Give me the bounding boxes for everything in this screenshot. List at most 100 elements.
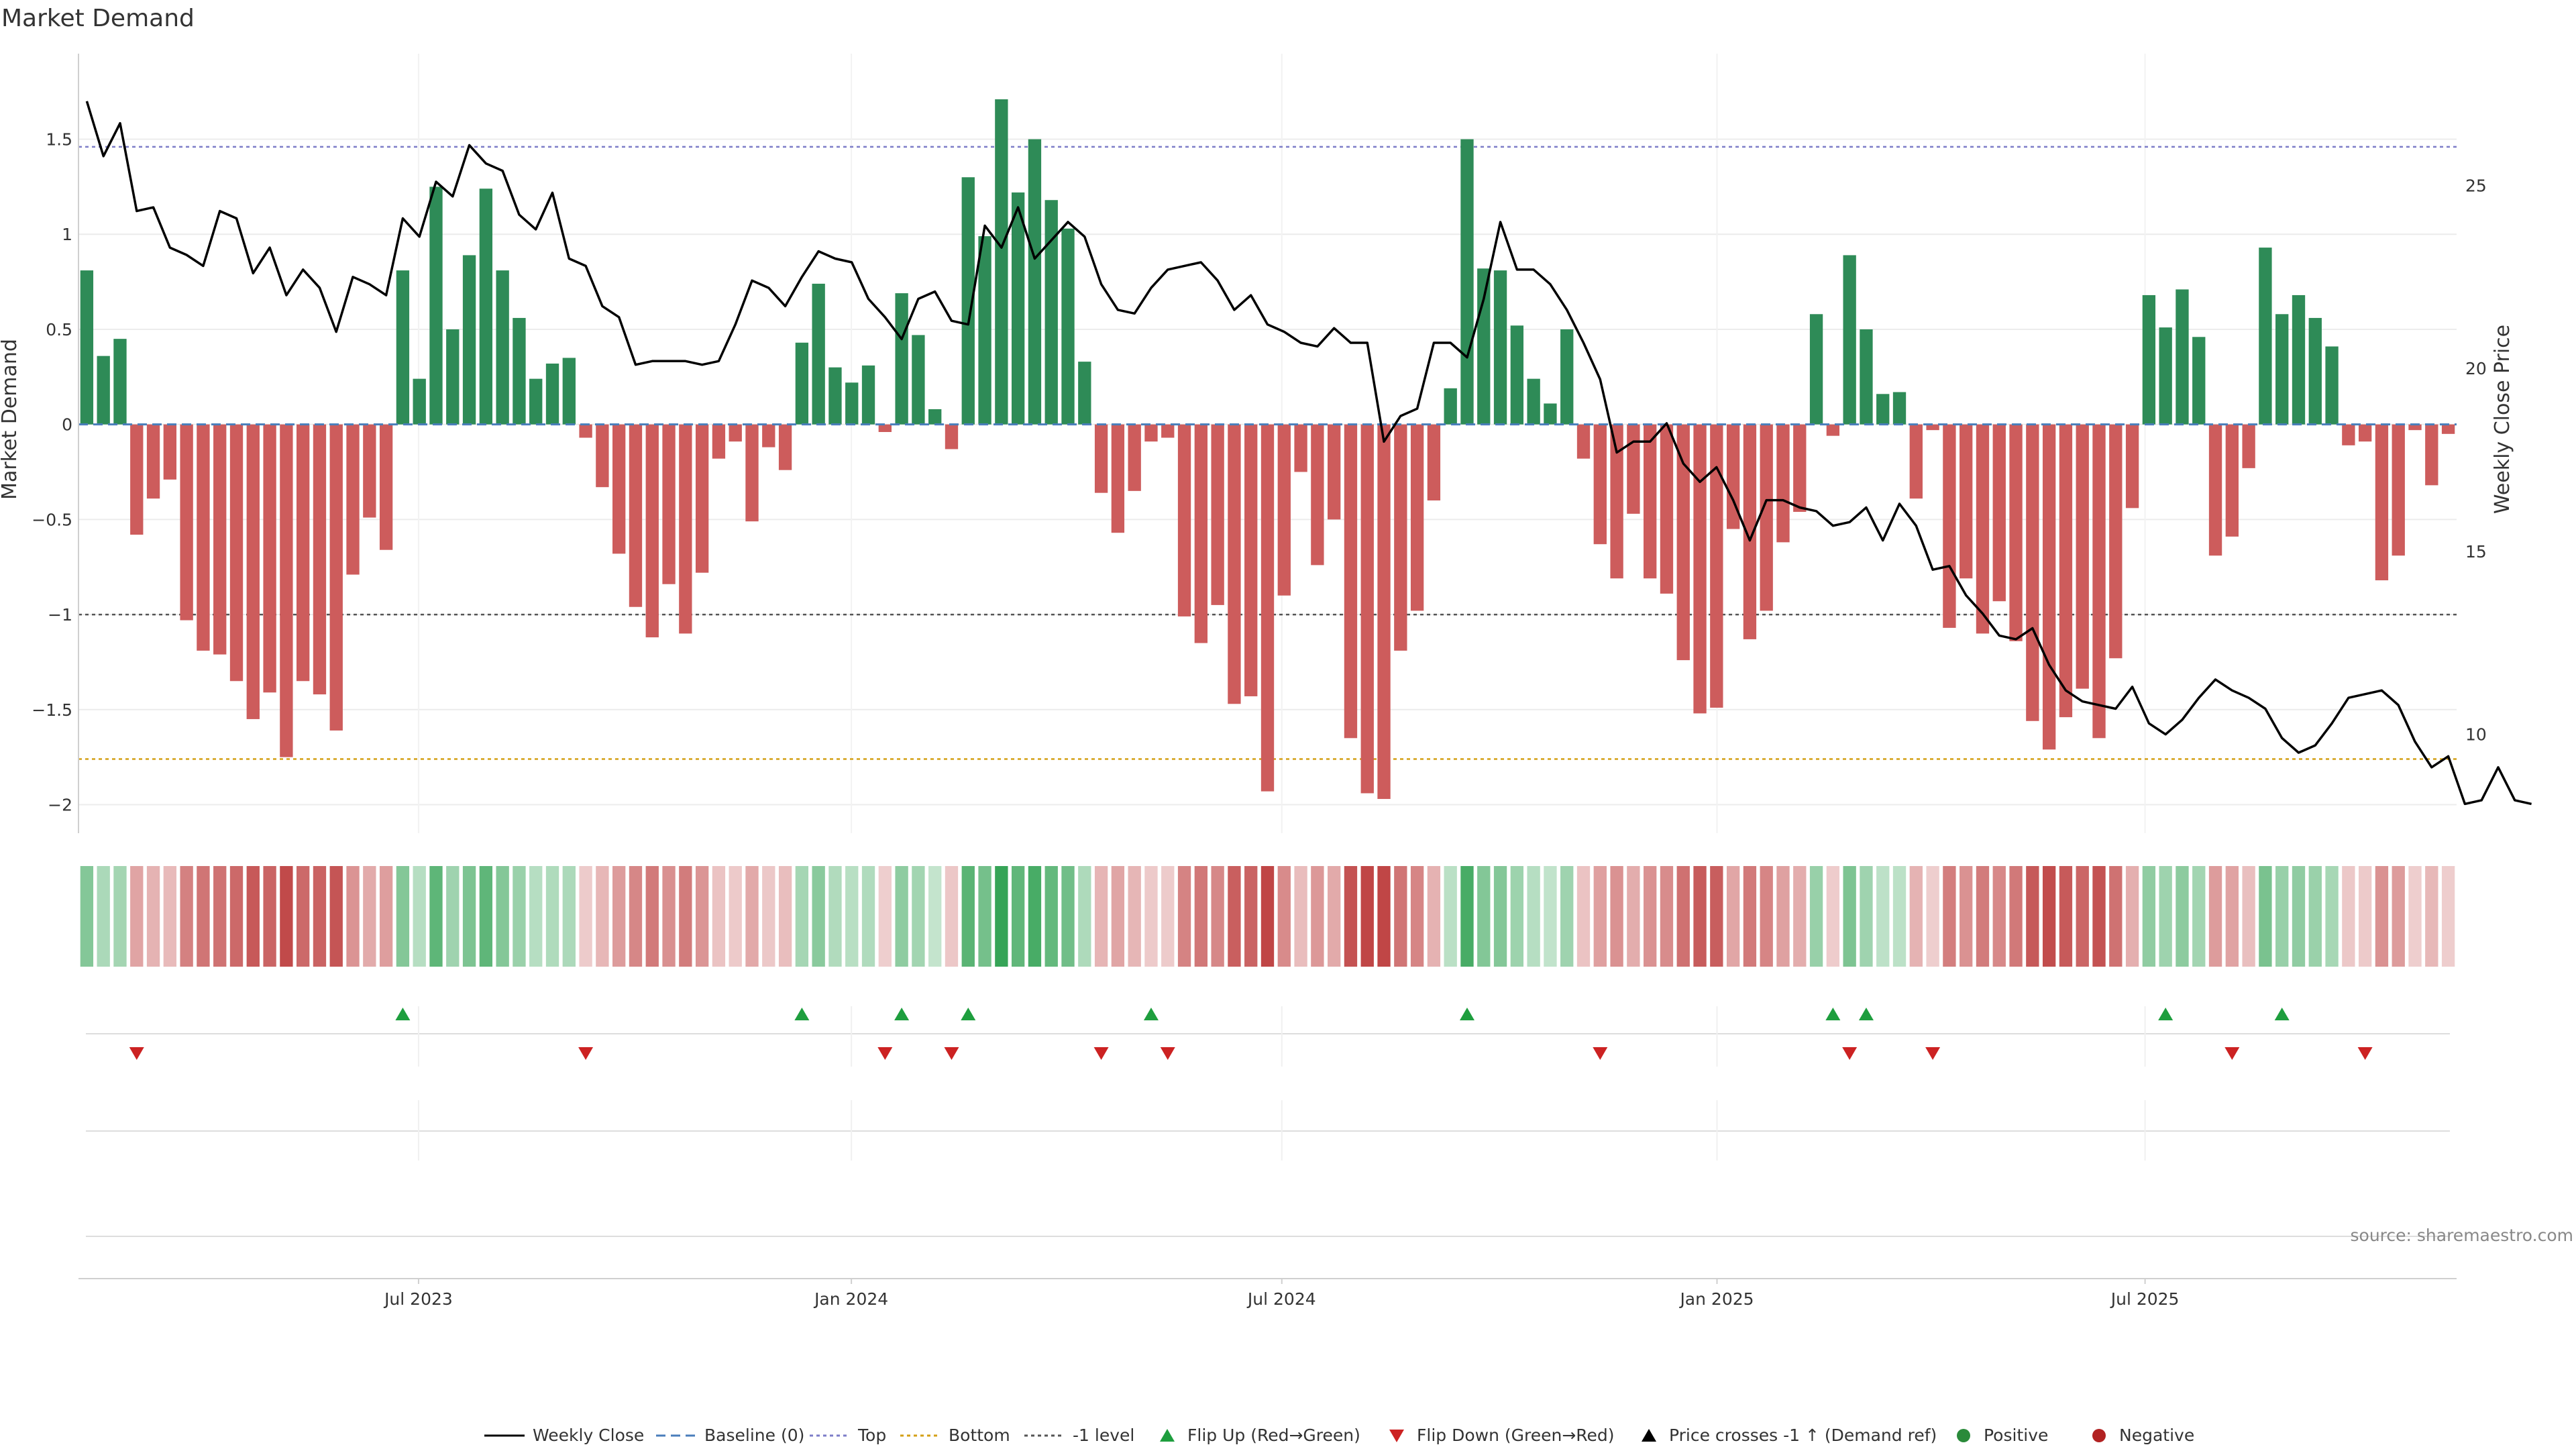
demand-bar [213,424,227,655]
demand-bar [912,335,925,425]
flip-up-marker [1143,1008,1159,1020]
heat-cell [1809,866,1823,967]
legend-item-flip-up: Flip Up (Red→Green) [1160,1426,1360,1445]
demand-bar [1294,424,1307,472]
heat-cell [1294,866,1307,967]
heat-cell [529,866,543,967]
demand-bar [562,358,576,425]
demand-bar [2142,294,2156,425]
flip-up-marker [2158,1008,2174,1020]
heat-cell [2159,866,2172,967]
heat-cell [1044,866,1058,967]
demand-bar [828,367,842,425]
demand-bar [612,424,626,554]
demand-bar [1892,392,1907,425]
demand-bar [1693,424,1707,714]
legend-item-top: Top [810,1426,886,1445]
demand-bar [1544,403,1557,425]
demand-bar [662,424,676,584]
heat-cell [1593,866,1607,967]
heat-cell [1161,866,1175,967]
heat-cell [762,866,775,967]
heat-cell [1427,866,1441,967]
heat-cell [1177,866,1191,967]
legend-swatch [1642,1429,1656,1442]
demand-bar [2192,337,2206,425]
heat-cell [2059,866,2073,967]
demand-bar [363,424,376,518]
demand-bar [2259,248,2272,425]
flip-down-marker [877,1047,893,1060]
y-tick-label: 1 [62,225,72,244]
x-tick-label: Jul 2024 [1246,1289,1316,1309]
demand-bar [928,409,942,425]
y-tick-label: −1 [48,605,72,625]
demand-bar [1627,424,1640,514]
demand-bar [513,317,526,425]
heat-cell [2125,866,2139,967]
demand-bar [2342,424,2355,445]
heat-cell [695,866,709,967]
demand-bar [296,424,310,682]
heat-cell [496,866,509,967]
demand-bar [945,424,959,449]
heat-cell [1277,866,1291,967]
demand-bar [1128,424,1141,491]
legend-item-baseline: Baseline (0) [656,1426,804,1445]
heat-cell [679,866,692,967]
heat-cell [1527,866,1540,967]
heat-cell [363,866,376,967]
heat-cell [1860,866,1873,967]
heat-cell [729,866,742,967]
legend-label: Bottom [949,1426,1010,1445]
heat-cell [1693,866,1707,967]
heat-cell [828,866,842,967]
demand-bar [1909,424,1923,499]
heat-cell [1976,866,1990,967]
heat-cell [1627,866,1640,967]
heat-cell [812,866,825,967]
y2-tick-label: 10 [2465,725,2487,745]
demand-bar [1676,424,1690,661]
demand-bar [1194,424,1208,643]
demand-bar [2009,424,2023,641]
legend-swatch [1160,1429,1175,1442]
legend-label: Price crosses -1 ↑ (Demand ref) [1669,1426,1937,1445]
demand-bar [2059,424,2073,718]
heat-cell [113,866,127,967]
demand-bar [163,424,177,480]
heat-cell [1360,866,1374,967]
demand-bar [1760,424,1773,611]
legend-label: Flip Down (Green→Red) [1417,1426,1615,1445]
demand-bar [596,424,609,488]
flip-down-marker [1925,1047,1941,1060]
heat-cell [1776,866,1790,967]
heat-cell [1793,866,1807,967]
demand-bar [1311,424,1324,566]
demand-bar [429,186,443,425]
demand-bar [712,424,726,459]
heat-cell [1394,866,1407,967]
heat-cell [961,866,975,967]
demand-bar [1377,424,1391,799]
heat-cell [895,866,908,967]
flip-up-marker [1459,1008,1474,1020]
heat-cell [2192,866,2206,967]
heat-cell [1078,866,1091,967]
demand-bar [346,424,360,575]
heat-cell [462,866,476,967]
flip-up-marker [1858,1008,1874,1020]
demand-bar [1078,362,1091,425]
demand-bar [1444,388,1457,425]
demand-bar [1710,424,1723,708]
heat-cell [1144,866,1158,967]
heat-cell [80,866,94,967]
heat-cell [2225,866,2239,967]
demand-bar [961,177,975,425]
heat-cell [612,866,626,967]
heat-cell [2176,866,2189,967]
legend-swatch [1957,1429,1970,1442]
heat-cell [396,866,410,967]
heat-cell [1576,866,1591,967]
heat-cell [1094,866,1108,967]
